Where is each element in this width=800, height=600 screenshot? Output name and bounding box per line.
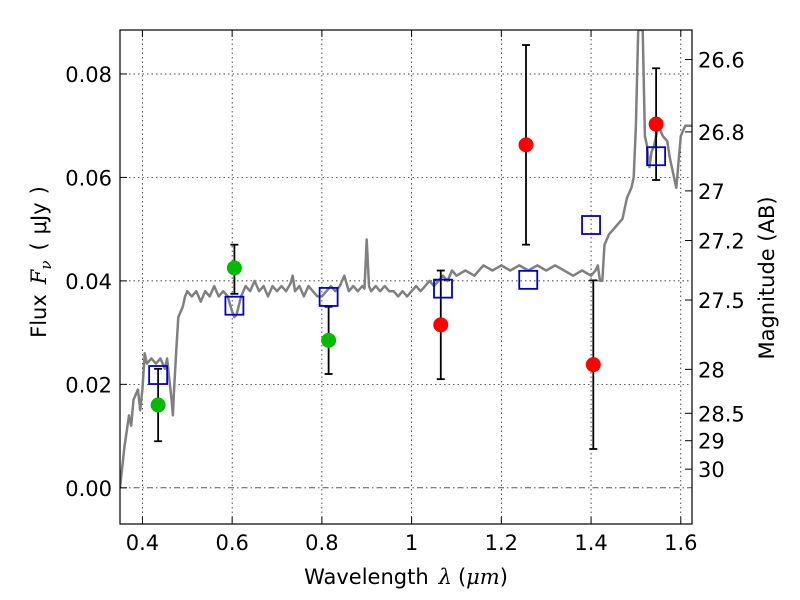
data-point bbox=[433, 317, 449, 333]
x-tick-label: 1.2 bbox=[485, 531, 518, 555]
ticks bbox=[120, 30, 692, 524]
y-tick-labels: 0.00 0.02 0.04 0.06 0.08 bbox=[65, 63, 112, 501]
x-tick-label: 0.8 bbox=[305, 531, 338, 555]
model-point bbox=[224, 295, 245, 316]
y-axis-label: Flux Fν ( μJy) bbox=[27, 186, 55, 338]
y-tick-label: 0.08 bbox=[65, 63, 112, 87]
data-point bbox=[150, 397, 166, 413]
x-axis-label-text: Wavelength bbox=[304, 565, 429, 589]
y-axis-label-unit: μJy bbox=[27, 202, 51, 234]
spectrum-line bbox=[120, 30, 692, 488]
y-axis-label-close-paren: ) bbox=[27, 186, 51, 194]
y2-tick-label: 27.2 bbox=[698, 230, 745, 254]
y-axis-label-symbol: F bbox=[27, 268, 51, 285]
y2-axis-label: Magnitude (AB) bbox=[755, 196, 779, 359]
y2-tick-label: 26.6 bbox=[698, 48, 745, 72]
y-tick-label: 0.00 bbox=[65, 477, 112, 501]
plot-background bbox=[120, 30, 692, 524]
model-point bbox=[318, 287, 339, 307]
y2-tick-label: 29 bbox=[698, 430, 725, 454]
marker-layer bbox=[148, 116, 667, 413]
x-tick-label: 1.4 bbox=[574, 531, 607, 555]
x-axis-label-open-paren: ( bbox=[458, 565, 466, 589]
data-point bbox=[518, 137, 534, 153]
x-tick-labels: 0.4 0.6 0.8 1 1.2 1.4 1.6 bbox=[126, 531, 698, 555]
data-point bbox=[585, 357, 601, 373]
y2-tick-label: 28.5 bbox=[698, 402, 745, 426]
x-axis-label-close-paren: ) bbox=[500, 565, 508, 589]
y2-tick-labels: 26.6 26.8 27 27.2 27.5 28 28.5 29 30 bbox=[698, 48, 745, 482]
plot-frame bbox=[119, 29, 693, 525]
y2-tick-label: 30 bbox=[698, 458, 725, 482]
model-point bbox=[518, 269, 539, 290]
y-axis-label-open-paren: ( bbox=[27, 242, 51, 250]
x-axis-label-unit: μm bbox=[466, 565, 500, 589]
y-tick-label: 0.02 bbox=[65, 373, 112, 397]
x-axis-label: Wavelength λ (μm) bbox=[304, 565, 508, 589]
x-tick-label: 1.6 bbox=[664, 531, 697, 555]
y-axis-label-subscript: ν bbox=[37, 261, 55, 270]
model-point bbox=[433, 278, 453, 299]
y-tick-label: 0.04 bbox=[65, 270, 112, 294]
x-tick-label: 0.4 bbox=[126, 531, 159, 555]
x-tick-label: 0.6 bbox=[215, 531, 248, 555]
y2-tick-label: 26.8 bbox=[698, 121, 745, 145]
data-point bbox=[321, 332, 337, 348]
spectrum-layer bbox=[120, 30, 692, 488]
data-point bbox=[226, 260, 242, 276]
y2-tick-label: 28 bbox=[698, 358, 725, 382]
y2-tick-label: 27 bbox=[698, 180, 725, 204]
data-point bbox=[648, 116, 664, 132]
x-axis-label-symbol: λ bbox=[438, 565, 452, 589]
model-point bbox=[581, 215, 601, 235]
model-point bbox=[646, 146, 667, 167]
model-point bbox=[148, 365, 169, 385]
y-tick-label: 0.06 bbox=[65, 166, 112, 190]
y2-tick-label: 27.5 bbox=[698, 289, 745, 313]
x-tick-label: 1 bbox=[405, 531, 418, 555]
y-axis-label-text: Flux bbox=[27, 294, 51, 338]
